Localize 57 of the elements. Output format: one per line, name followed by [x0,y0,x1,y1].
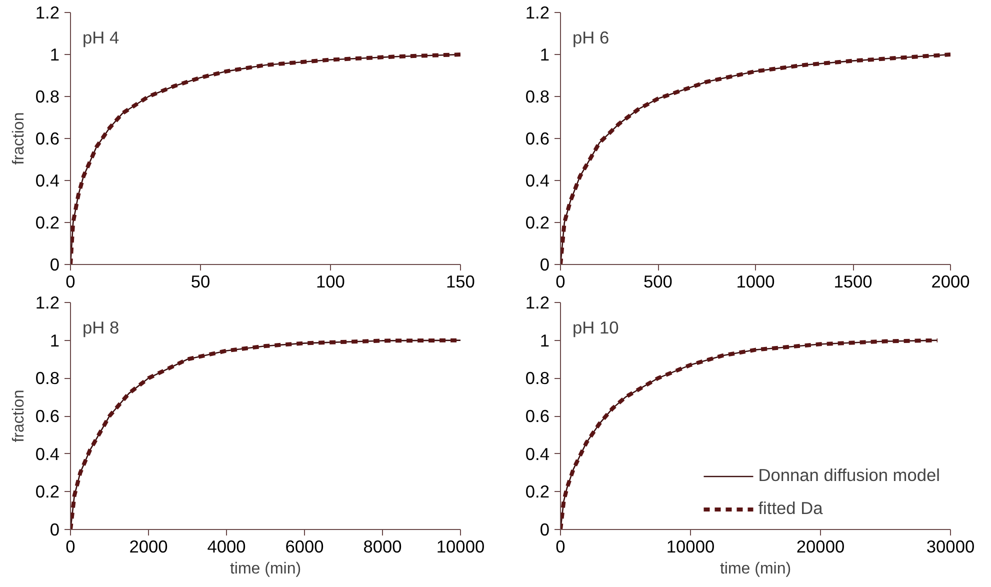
x-tick-label: 1000 [736,272,775,292]
y-tick-label: 0.8 [35,86,60,106]
y-tick-label: 0.6 [525,128,550,148]
y-tick-label: 0 [540,520,550,540]
x-tick-label: 2000 [931,272,970,292]
annotation: pH 4 [82,28,120,48]
x-tick-label: 100 [316,272,345,292]
y-tick-label: 1 [540,44,550,64]
x-axis-title: time (min) [230,560,302,578]
x-tick-label: 6000 [285,536,324,556]
y-tick-label: 1 [540,330,550,350]
y-tick-label: 1 [50,44,60,64]
annotation: pH 6 [572,28,610,48]
x-tick-label: 8000 [363,536,402,556]
legend-label: Donnan diffusion model [758,465,940,486]
annotation: pH 10 [572,318,619,338]
annotation: pH 8 [82,318,120,338]
y-tick-label: 0.4 [35,444,60,464]
x-tick-label: 30000 [926,536,975,556]
x-tick-label: 50 [190,272,210,292]
x-tick-label: 150 [446,272,475,292]
x-tick-label: 0 [66,536,76,556]
x-tick-label: 1500 [834,272,872,292]
y-tick-label: 0.4 [525,444,550,464]
y-tick-label: 1.2 [35,2,60,22]
x-tick-label: 2000 [129,536,168,556]
y-tick-label: 1.2 [35,292,60,312]
y-tick-label: 0.6 [35,406,60,426]
legend-label: fitted Da [758,498,823,519]
y-tick-label: 0 [540,254,550,274]
y-tick-label: 0.6 [35,128,60,148]
x-tick-label: 20000 [796,536,845,556]
y-tick-label: 0.4 [525,170,550,190]
y-tick-label: 1.2 [525,2,550,22]
x-tick-label: 0 [556,272,566,292]
y-tick-label: 0.4 [35,170,60,190]
x-tick-label: 500 [644,272,672,292]
x-tick-label: 10000 [436,536,485,556]
y-tick-label: 0.2 [525,482,550,502]
y-tick-label: 0.2 [35,212,60,232]
x-tick-label: 0 [66,272,76,292]
y-tick-label: 1.2 [525,292,550,312]
y-axis-title: fraction [10,390,28,442]
x-tick-label: 10000 [666,536,715,556]
x-tick-label: 0 [556,536,566,556]
y-tick-label: 0.2 [35,482,60,502]
y-axis-title: fraction [10,112,28,165]
y-tick-label: 0 [50,520,60,540]
y-tick-label: 1 [50,330,60,350]
y-tick-label: 0.6 [525,406,550,426]
y-tick-label: 0.8 [35,368,60,388]
y-tick-label: 0 [50,254,60,274]
y-tick-label: 0.8 [525,368,550,388]
x-tick-label: 4000 [207,536,246,556]
y-tick-label: 0.8 [525,86,550,106]
y-tick-label: 0.2 [525,212,550,232]
x-axis-title: time (min) [720,560,792,578]
